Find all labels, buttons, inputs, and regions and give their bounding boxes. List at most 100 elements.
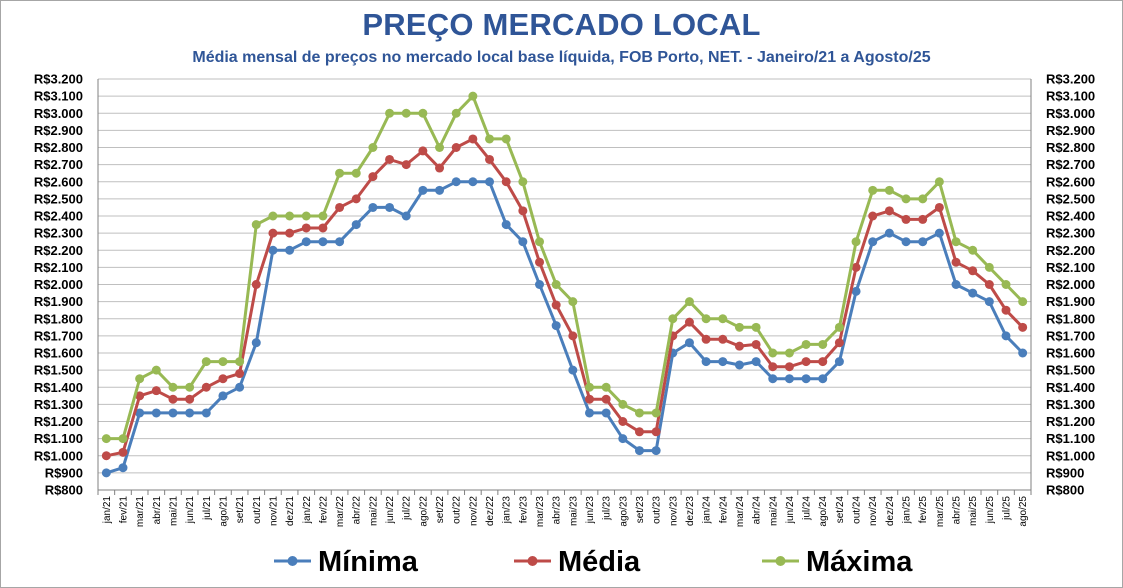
y-tick-label-left: R$1.700	[34, 328, 83, 343]
data-point-minima	[468, 177, 478, 187]
data-point-minima	[118, 463, 128, 473]
x-tick-label: set/24	[835, 496, 846, 524]
data-point-maxima	[318, 211, 328, 221]
data-point-media	[634, 427, 644, 437]
data-point-minima	[335, 237, 345, 247]
data-point-media	[784, 362, 794, 372]
x-tick-label: mar/21	[135, 496, 146, 528]
chart-title: PREÇO MERCADO LOCAL	[362, 7, 761, 42]
x-tick-label: fev/21	[118, 496, 129, 524]
data-point-maxima	[201, 357, 211, 367]
data-point-media	[684, 317, 694, 327]
data-point-media	[818, 357, 828, 367]
data-point-minima	[401, 211, 411, 221]
data-point-maxima	[834, 322, 844, 332]
x-tick-label: mar/24	[735, 496, 746, 528]
y-tick-label-right: R$2.200	[1046, 243, 1095, 258]
data-point-maxima	[568, 297, 578, 307]
y-tick-label-right: R$3.000	[1046, 106, 1095, 121]
data-point-minima	[351, 220, 361, 230]
data-point-minima	[684, 338, 694, 348]
data-point-maxima	[918, 194, 928, 204]
legend-label-maxima: Máxima	[806, 546, 913, 578]
y-tick-label-left: R$1.400	[34, 380, 83, 395]
y-tick-label-left: R$1.900	[34, 294, 83, 309]
x-tick-label: jun/25	[985, 496, 996, 525]
y-tick-label-right: R$2.100	[1046, 260, 1095, 275]
data-point-media	[551, 300, 561, 310]
y-tick-label-right: R$2.600	[1046, 174, 1095, 189]
legend-label-media: Média	[558, 546, 641, 578]
data-point-minima	[301, 237, 311, 247]
data-point-media	[884, 206, 894, 216]
x-tick-label: mai/23	[568, 496, 579, 526]
data-point-minima	[551, 321, 561, 331]
series-line-media	[105, 137, 1024, 458]
data-point-media	[951, 257, 961, 267]
data-point-maxima	[901, 194, 911, 204]
data-point-maxima	[268, 211, 278, 221]
y-tick-label-left: R$2.600	[34, 174, 83, 189]
x-tick-label: jul/23	[602, 496, 613, 521]
data-point-media	[151, 386, 161, 396]
y-tick-label-left: R$2.200	[34, 243, 83, 258]
data-point-maxima	[634, 408, 644, 418]
y-tick-label-left: R$2.400	[34, 209, 83, 224]
data-point-minima	[884, 228, 894, 238]
data-point-maxima	[235, 357, 245, 367]
data-point-maxima	[335, 168, 345, 178]
data-point-minima	[1001, 331, 1011, 341]
x-tick-label: ago/25	[1018, 496, 1029, 527]
x-tick-label: dez/23	[685, 496, 696, 526]
data-point-media	[418, 146, 428, 156]
x-tick-label: mai/22	[368, 496, 379, 526]
y-tick-label-left: R$3.100	[34, 89, 83, 104]
legend-marker-maxima	[775, 556, 786, 566]
x-tick-label: mar/23	[535, 496, 546, 528]
data-point-minima	[435, 185, 445, 195]
data-point-maxima	[485, 134, 495, 144]
data-point-media	[618, 417, 628, 426]
data-point-minima	[485, 177, 495, 187]
data-point-maxima	[168, 382, 178, 392]
data-point-minima	[818, 374, 828, 384]
y-tick-label-right: R$2.000	[1046, 277, 1095, 292]
data-point-media	[501, 177, 511, 187]
data-point-media	[468, 134, 478, 144]
x-tick-label: ago/24	[818, 496, 829, 527]
data-point-minima	[368, 202, 378, 212]
data-point-minima	[901, 237, 911, 247]
data-point-maxima	[618, 399, 628, 409]
data-point-minima	[851, 286, 861, 296]
y-tick-label-right: R$3.100	[1046, 89, 1095, 104]
y-tick-label-left: R$2.300	[34, 226, 83, 241]
data-point-media	[518, 206, 528, 216]
data-point-maxima	[218, 357, 228, 367]
x-tick-label: dez/24	[885, 496, 896, 526]
chart-subtitle: Média mensal de preços no mercado local …	[192, 49, 931, 66]
x-tick-label: nov/23	[668, 496, 679, 526]
data-point-minima	[984, 297, 994, 307]
data-point-media	[568, 331, 578, 341]
data-point-maxima	[251, 220, 261, 230]
data-point-maxima	[768, 348, 778, 358]
data-point-maxima	[535, 237, 545, 247]
data-point-minima	[135, 408, 145, 418]
data-point-maxima	[784, 348, 794, 358]
x-tick-label: jan/21	[102, 496, 113, 525]
x-tick-label: fev/24	[718, 496, 729, 524]
x-tick-label: abr/21	[152, 496, 163, 525]
y-tick-label-left: R$2.500	[34, 191, 83, 206]
data-point-media	[485, 154, 495, 164]
x-tick-label: mai/25	[968, 496, 979, 526]
data-point-maxima	[118, 434, 128, 444]
data-point-minima	[651, 446, 661, 456]
x-tick-label: out/23	[652, 496, 663, 524]
x-tick-label: nov/22	[468, 496, 479, 526]
y-tick-label-left: R$800	[45, 483, 83, 498]
data-point-media	[1001, 305, 1011, 315]
y-tick-label-right: R$1.700	[1046, 328, 1095, 343]
y-tick-label-right: R$1.100	[1046, 431, 1095, 446]
data-point-maxima	[684, 297, 694, 307]
